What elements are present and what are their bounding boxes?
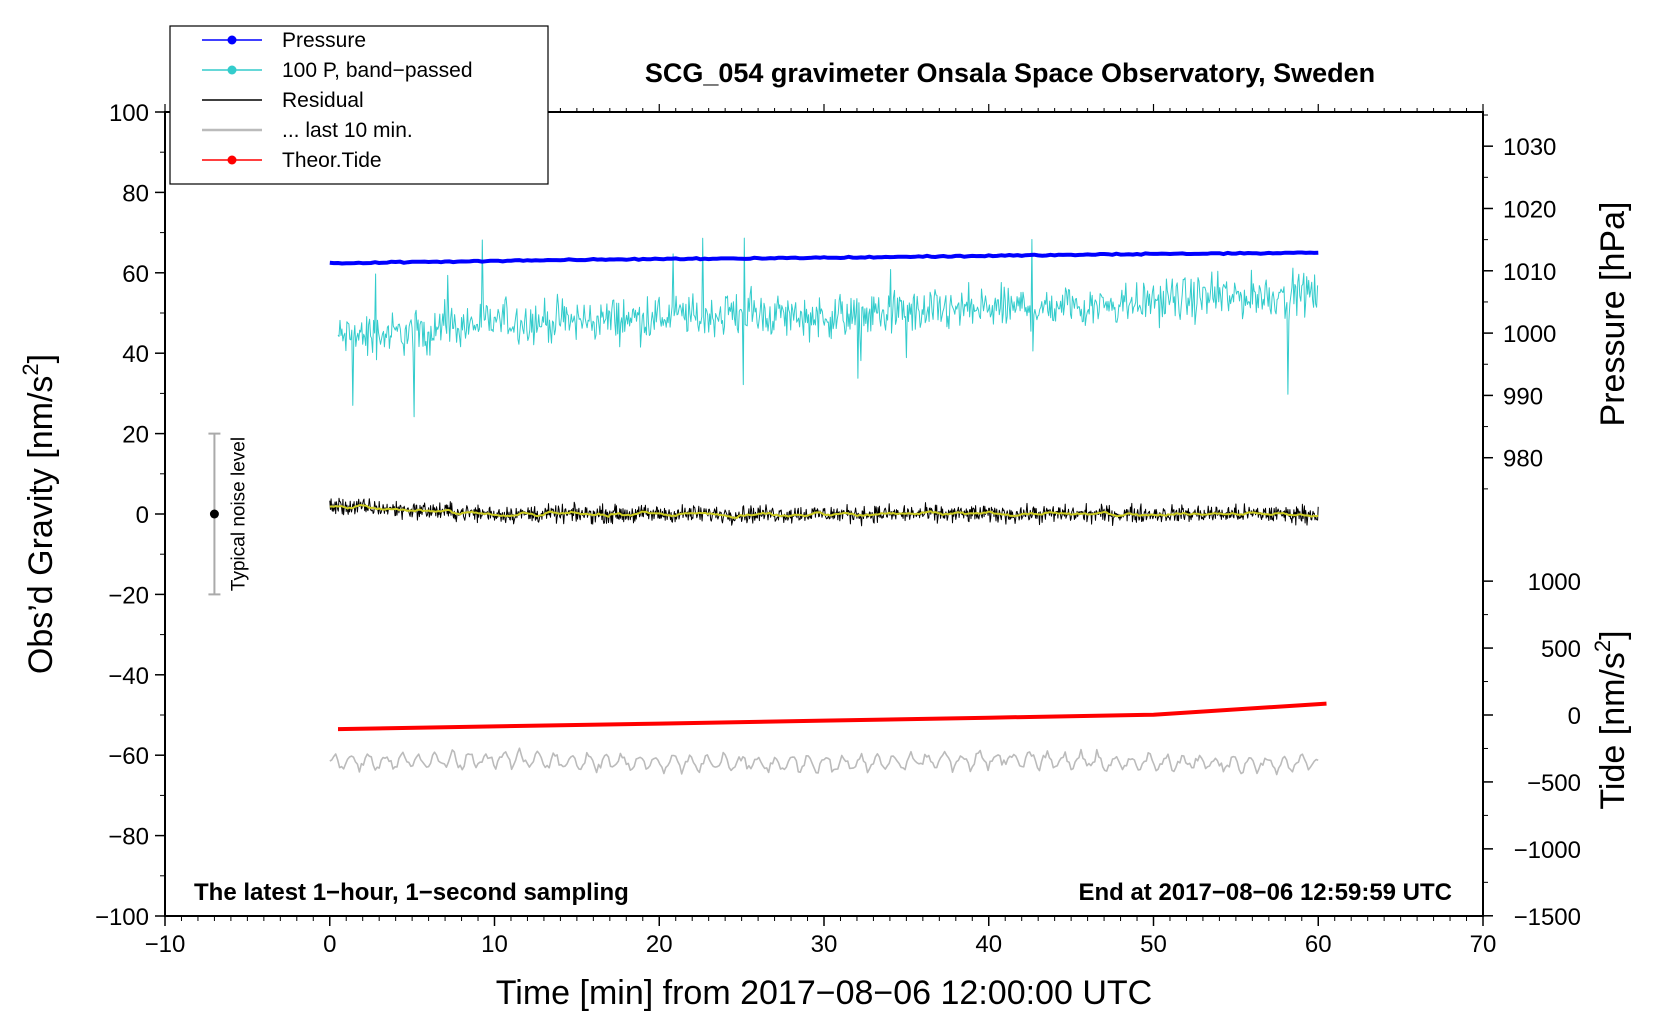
legend-marker — [227, 65, 237, 75]
y-tide-tick-label: 0 — [1568, 703, 1581, 730]
annotation-left: The latest 1−hour, 1−second sampling — [194, 879, 629, 906]
y-axis-tide-label: Tide [nm/s2] — [1590, 630, 1632, 809]
noise-label: Typical noise level — [228, 437, 249, 591]
noise-level-indicator: Typical noise level — [208, 432, 249, 596]
y-pressure-tick-label: 980 — [1503, 446, 1543, 473]
y-left-tick-label: 20 — [122, 422, 149, 449]
y-axis-pressure-label: Pressure [hPa] — [1594, 202, 1632, 427]
legend-label: Theor.Tide — [282, 149, 382, 172]
y-left-tick-label: 80 — [122, 180, 149, 207]
x-tick-label: 50 — [1140, 931, 1167, 958]
series-layer — [329, 237, 1327, 776]
y-tide-tick-label: −1500 — [1514, 904, 1581, 931]
y-pressure-tick-label: 1030 — [1503, 134, 1556, 161]
x-tick-label: 10 — [481, 931, 508, 958]
legend-label: Pressure — [282, 29, 366, 52]
series-residual — [329, 497, 1319, 527]
y-left-tick-label: 60 — [122, 261, 149, 288]
chart-title: SCG_054 gravimeter Onsala Space Observat… — [645, 58, 1375, 88]
legend-marker — [227, 155, 237, 165]
legend-label: 100 P, band−passed — [282, 59, 473, 82]
y-pressure-tick-label: 1020 — [1503, 196, 1556, 223]
y-tide-tick-label: −500 — [1527, 770, 1581, 797]
series-pressure — [329, 250, 1319, 266]
y-tide-tick-label: 1000 — [1528, 569, 1581, 596]
y-left-tick-label: 100 — [109, 100, 149, 127]
x-tick-label: 60 — [1305, 931, 1332, 958]
x-axis-label: Time [min] from 2017−08−06 12:00:00 UTC — [496, 974, 1152, 1012]
series-bandpassed-pressure — [337, 237, 1319, 418]
y-axis-left-label: Obs’d Gravity [nm/s2] — [18, 354, 60, 674]
y-left-tick-label: 0 — [136, 502, 149, 529]
legend-label: Residual — [282, 89, 364, 112]
annotation-right: End at 2017−08−06 12:59:59 UTC — [1078, 879, 1452, 906]
x-tick-label: −10 — [145, 931, 186, 958]
series-last-10-min — [329, 747, 1319, 776]
y-pressure-tick-label: 1000 — [1503, 321, 1556, 348]
legend-marker — [227, 35, 237, 45]
series-residual-smoothed — [329, 504, 1319, 519]
x-tick-label: 40 — [975, 931, 1002, 958]
y-pressure-tick-label: 990 — [1503, 383, 1543, 410]
y-left-tick-label: −80 — [108, 824, 149, 851]
y-left-tick-label: −100 — [95, 904, 149, 931]
noise-center-dot — [209, 509, 219, 519]
y-tide-tick-label: −1000 — [1514, 837, 1581, 864]
y-left-tick-label: −60 — [108, 743, 149, 770]
y-pressure-tick-label: 1010 — [1503, 259, 1556, 286]
axis-ticks: −10 0 10 20 30 40 50 60 70−100−80−60−40−20020406… — [95, 100, 1581, 958]
y-left-tick-label: 40 — [122, 341, 149, 368]
x-tick-label: 0 — [323, 931, 336, 958]
legend-label: ... last 10 min. — [282, 119, 413, 142]
legend: Pressure 100 P, band−passed Residual ... la… — [169, 25, 549, 185]
y-left-tick-label: −20 — [108, 582, 149, 609]
x-tick-label: 70 — [1470, 931, 1497, 958]
x-tick-label: 20 — [646, 931, 673, 958]
y-tide-tick-label: 500 — [1541, 636, 1581, 663]
y-left-tick-label: −40 — [108, 663, 149, 690]
series-theor-tide — [337, 701, 1327, 732]
x-tick-label: 30 — [811, 931, 838, 958]
